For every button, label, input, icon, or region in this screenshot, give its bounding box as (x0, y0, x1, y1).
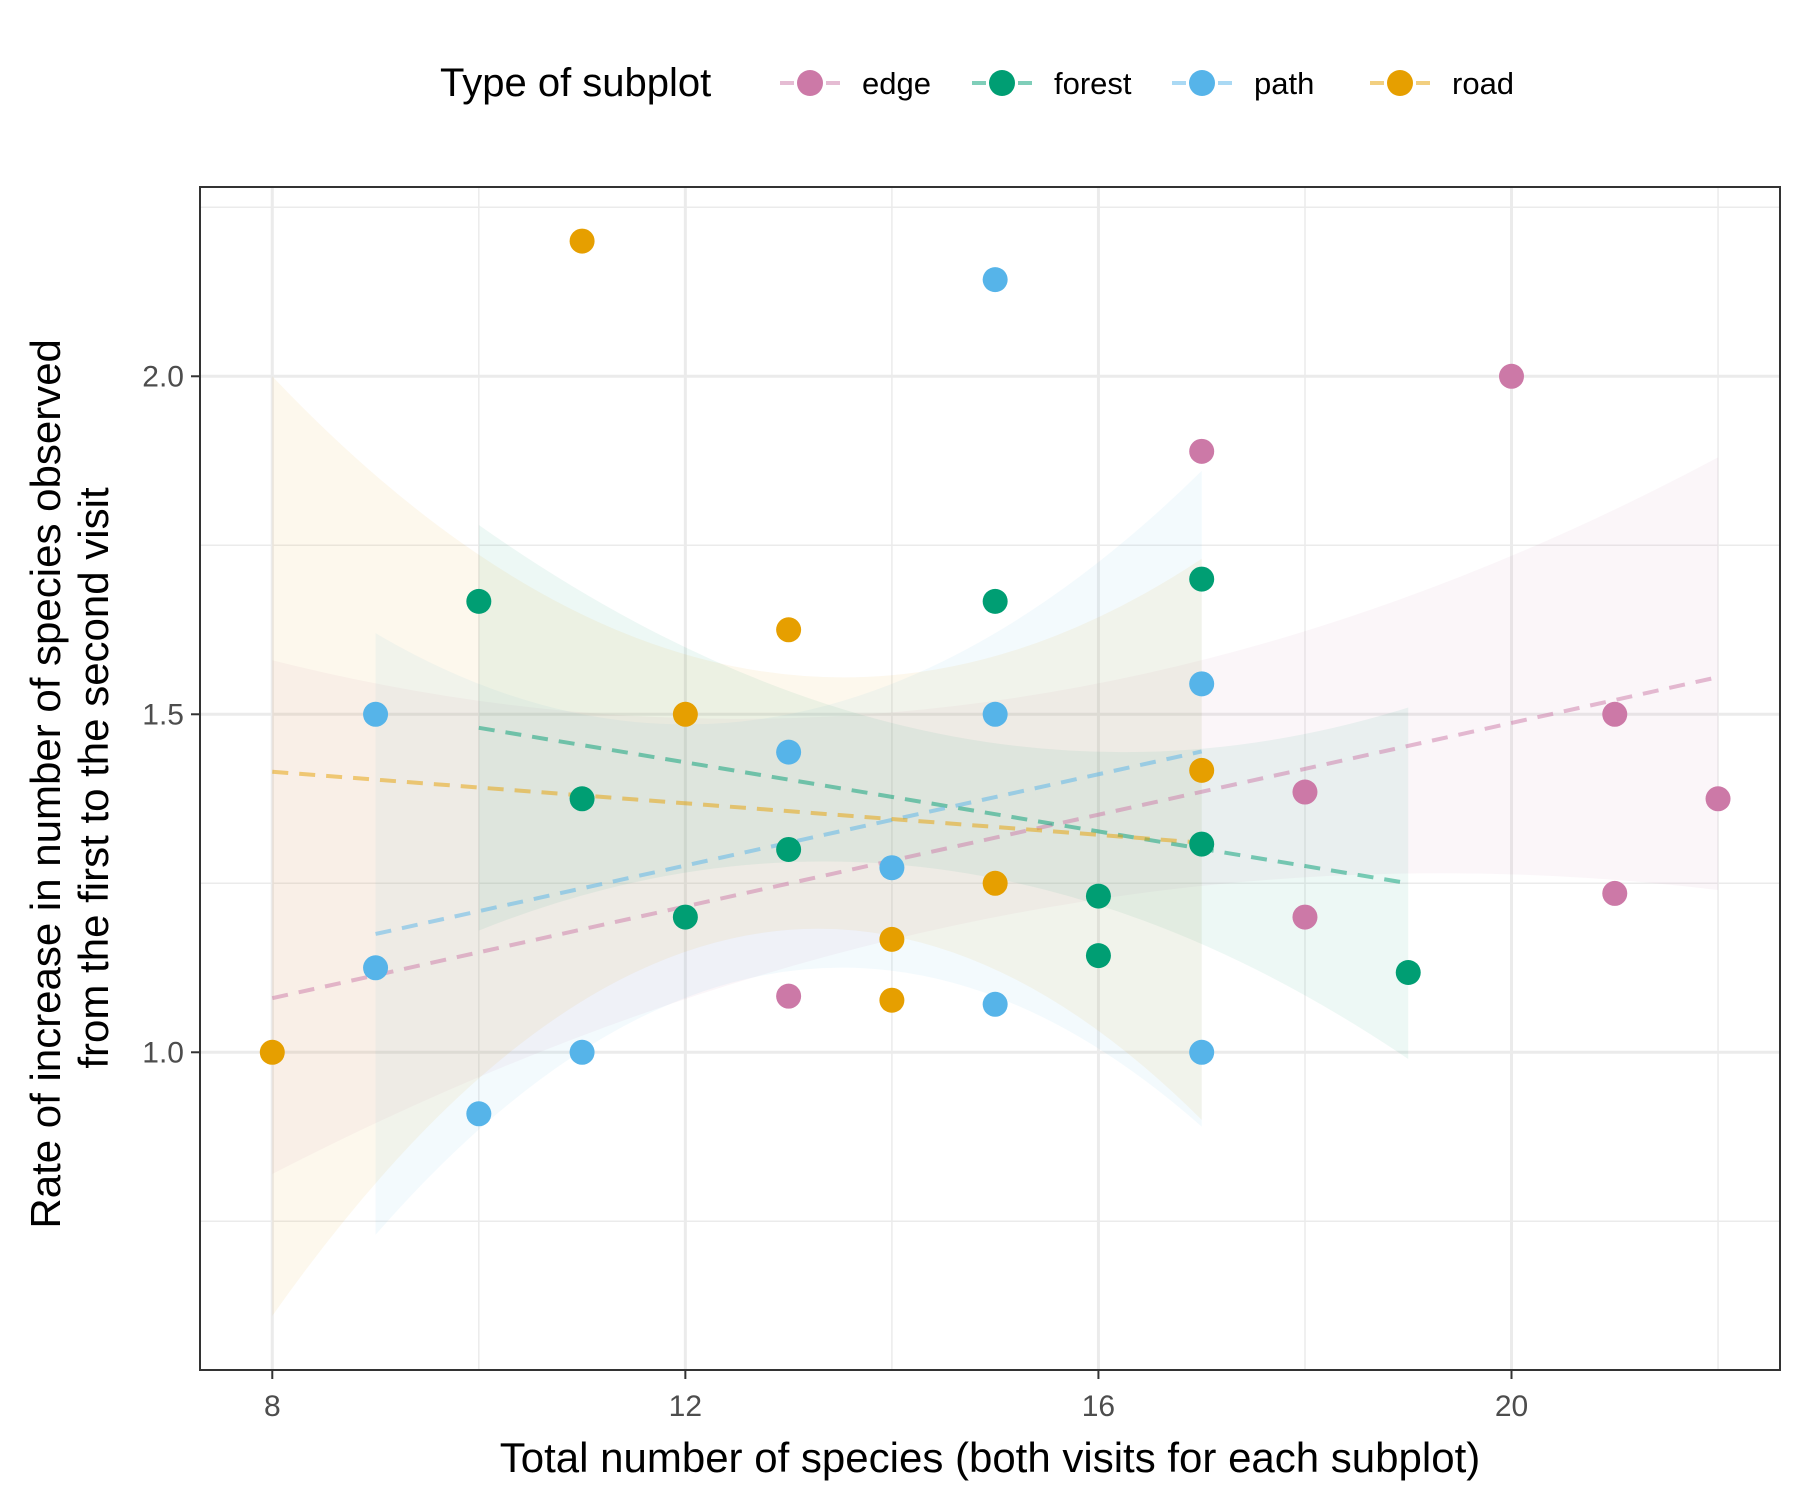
data-point-edge (1189, 438, 1215, 464)
data-point-edge (1602, 880, 1628, 906)
x-tick-label: 8 (264, 1390, 281, 1423)
x-tick-label: 12 (669, 1390, 702, 1423)
confidence-band-forest (478, 525, 1409, 1060)
data-point-path (982, 267, 1008, 293)
data-point-edge (1499, 363, 1525, 389)
data-point-path (363, 955, 389, 981)
data-point-path (363, 701, 389, 727)
data-point-road (1189, 757, 1215, 783)
plot-panel (199, 186, 1781, 1371)
data-point-forest (776, 836, 802, 862)
legend-key-point-forest (989, 70, 1015, 96)
data-point-path (982, 991, 1008, 1017)
data-point-forest (672, 904, 698, 930)
legend-label-forest: forest (1054, 66, 1132, 101)
legend-label-path: path (1254, 66, 1314, 101)
legend: Type of subplot edge forest path road (440, 61, 1514, 105)
confidence-band-road (272, 376, 1202, 1316)
data-points (259, 228, 1731, 1127)
y-tick-label: 1.0 (142, 1036, 184, 1069)
trend-line-path (375, 749, 1203, 936)
data-point-forest (1085, 883, 1111, 909)
data-point-path (569, 1039, 595, 1065)
y-tick-label: 1.5 (142, 698, 184, 731)
y-axis-title-line-1: Rate of increase in number of species ob… (22, 339, 69, 1229)
minor-gridlines (200, 187, 1780, 1370)
legend-label-road: road (1452, 66, 1514, 101)
data-point-road (569, 228, 595, 254)
data-point-edge (776, 983, 802, 1009)
data-point-path (879, 855, 905, 881)
legend-key-point-edge (797, 70, 823, 96)
data-point-forest (1189, 831, 1215, 857)
data-point-road (879, 926, 905, 952)
legend-label-edge: edge (862, 66, 931, 101)
trend-line-forest (478, 725, 1409, 886)
data-point-path (776, 739, 802, 765)
data-point-forest (569, 786, 595, 812)
data-point-forest (1085, 943, 1111, 969)
trend-line-edge (271, 675, 1719, 1001)
data-point-road (776, 617, 802, 643)
y-tick-label: 2.0 (142, 360, 184, 393)
data-point-forest (466, 588, 492, 614)
data-point-path (1189, 1039, 1215, 1065)
trend-lines (271, 675, 1719, 1001)
data-point-path (1189, 671, 1215, 697)
x-tick-label: 16 (1082, 1390, 1115, 1423)
data-point-edge (1292, 904, 1318, 930)
data-point-road (259, 1039, 285, 1065)
trend-line-road (272, 769, 1202, 845)
y-axis-title: Rate of increase in number of species ob… (22, 327, 117, 1228)
data-point-road (672, 701, 698, 727)
y-axis-title-line-2: from the first to the second visit (70, 487, 117, 1069)
data-point-path (982, 701, 1008, 727)
data-point-road (982, 870, 1008, 896)
x-tick-label: 20 (1495, 1390, 1528, 1423)
data-point-edge (1705, 786, 1731, 812)
x-axis-title: Total number of species (both visits for… (500, 1434, 1480, 1481)
data-point-forest (1189, 566, 1215, 592)
data-point-forest (1395, 960, 1421, 986)
legend-key-point-path (1189, 70, 1215, 96)
data-point-path (466, 1101, 492, 1127)
data-point-road (879, 987, 905, 1013)
panel-border (199, 186, 1781, 1371)
data-point-edge (1602, 701, 1628, 727)
data-point-edge (1292, 779, 1318, 805)
data-point-forest (982, 588, 1008, 614)
y-axis: 1.0 1.5 2.0 (142, 360, 200, 1069)
legend-title: Type of subplot (440, 61, 711, 105)
x-axis: 8 12 16 20 (264, 1370, 1528, 1423)
legend-key-point-road (1387, 70, 1413, 96)
